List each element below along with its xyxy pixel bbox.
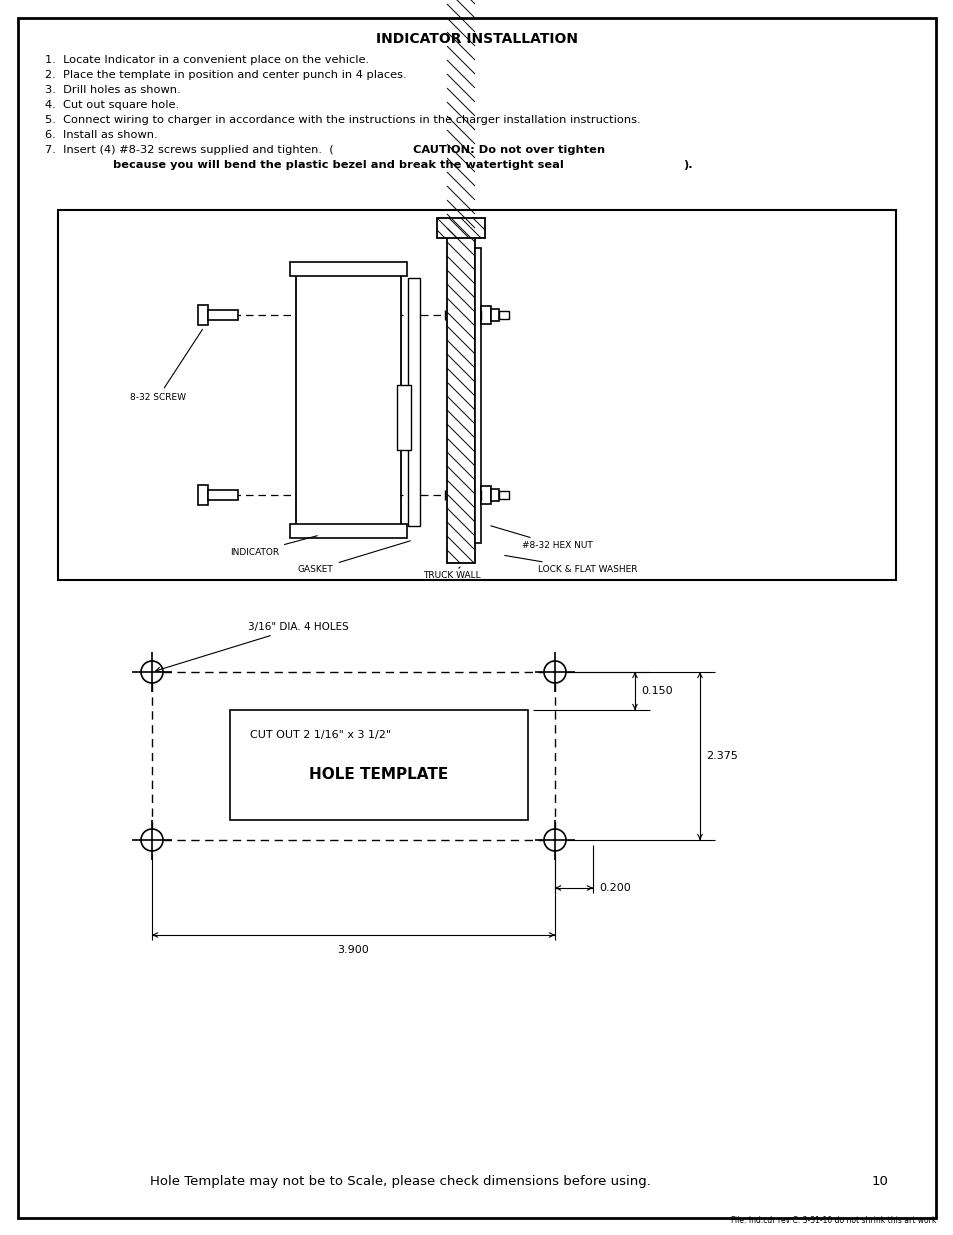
Text: 3.  Drill holes as shown.: 3. Drill holes as shown. bbox=[45, 85, 180, 95]
Bar bbox=[58, 210, 895, 580]
Bar bbox=[491, 309, 498, 321]
Bar bbox=[396, 385, 411, 450]
Bar bbox=[290, 262, 407, 275]
Bar bbox=[208, 490, 237, 500]
Circle shape bbox=[543, 829, 565, 851]
Bar bbox=[480, 487, 491, 504]
Text: 2.375: 2.375 bbox=[705, 751, 737, 761]
Text: 7.  Insert (4) #8-32 screws supplied and tighten.  (: 7. Insert (4) #8-32 screws supplied and … bbox=[45, 144, 334, 156]
Text: TRUCK WALL: TRUCK WALL bbox=[422, 567, 480, 580]
Text: 10: 10 bbox=[871, 1174, 887, 1188]
Bar bbox=[230, 710, 527, 820]
Text: INDICATOR: INDICATOR bbox=[230, 536, 317, 557]
Text: 8-32 SCREW: 8-32 SCREW bbox=[130, 330, 202, 403]
Bar bbox=[290, 524, 407, 538]
Text: HOLE TEMPLATE: HOLE TEMPLATE bbox=[309, 767, 448, 783]
Bar bbox=[498, 311, 509, 319]
Bar bbox=[198, 305, 208, 325]
Text: 5.  Connect wiring to charger in accordance with the instructions in the charger: 5. Connect wiring to charger in accordan… bbox=[45, 115, 640, 125]
Text: LOCK & FLAT WASHER: LOCK & FLAT WASHER bbox=[504, 556, 637, 574]
Text: Hole Template may not be to Scale, please check dimensions before using.: Hole Template may not be to Scale, pleas… bbox=[150, 1174, 650, 1188]
Bar bbox=[198, 485, 208, 505]
Text: ).: ). bbox=[682, 161, 692, 170]
Circle shape bbox=[543, 661, 565, 683]
Circle shape bbox=[141, 829, 163, 851]
Bar bbox=[480, 306, 491, 324]
Text: because you will bend the plastic bezel and break the watertight seal: because you will bend the plastic bezel … bbox=[112, 161, 563, 170]
Text: 3/16" DIA. 4 HOLES: 3/16" DIA. 4 HOLES bbox=[155, 622, 349, 672]
Text: 0.200: 0.200 bbox=[598, 883, 630, 893]
Bar bbox=[436, 219, 484, 238]
Text: GASKET: GASKET bbox=[297, 541, 410, 574]
Bar bbox=[491, 489, 498, 501]
Bar bbox=[475, 248, 480, 543]
Circle shape bbox=[141, 661, 163, 683]
Text: 4.  Cut out square hole.: 4. Cut out square hole. bbox=[45, 100, 179, 110]
Text: File: Ind.cdr rev C: 3-31-10 do not shrink this art work: File: Ind.cdr rev C: 3-31-10 do not shri… bbox=[730, 1216, 935, 1225]
Text: 2.  Place the template in position and center punch in 4 places.: 2. Place the template in position and ce… bbox=[45, 70, 406, 80]
Text: 1.  Locate Indicator in a convenient place on the vehicle.: 1. Locate Indicator in a convenient plac… bbox=[45, 56, 369, 65]
Bar bbox=[295, 270, 400, 529]
Bar bbox=[208, 310, 237, 320]
Bar bbox=[408, 278, 419, 526]
Text: 6.  Install as shown.: 6. Install as shown. bbox=[45, 130, 157, 140]
Text: 3.900: 3.900 bbox=[337, 945, 369, 955]
Bar bbox=[447, 228, 475, 563]
Text: CAUTION: Do not over tighten: CAUTION: Do not over tighten bbox=[413, 144, 604, 156]
Text: CUT OUT 2 1/16" x 3 1/2": CUT OUT 2 1/16" x 3 1/2" bbox=[250, 730, 391, 740]
Bar bbox=[498, 492, 509, 499]
Text: 0.150: 0.150 bbox=[640, 685, 672, 697]
Text: #8-32 HEX NUT: #8-32 HEX NUT bbox=[490, 526, 592, 550]
Text: INDICATOR INSTALLATION: INDICATOR INSTALLATION bbox=[375, 32, 578, 46]
